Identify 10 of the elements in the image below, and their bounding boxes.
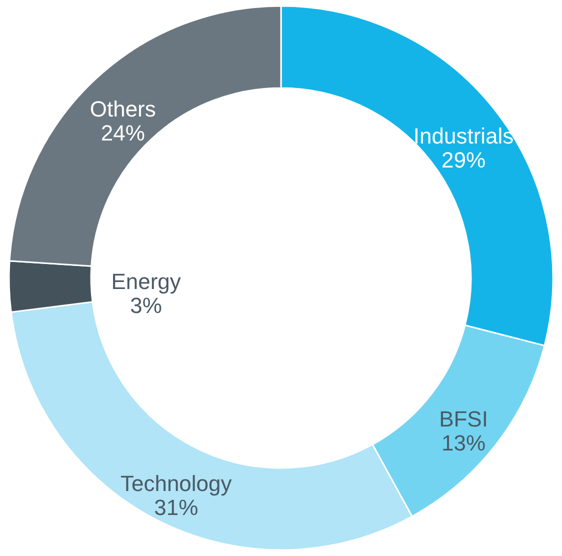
slice-label: Others [90,96,156,122]
data-label: 3% [130,293,162,318]
slice-label: Industrials [413,123,514,148]
slice-label: Technology [120,470,232,496]
data-label: 24% [100,120,145,146]
slice-label: Energy [111,269,181,294]
data-label: 29% [442,147,486,172]
data-label: 13% [442,430,486,456]
slice-label: BFSI [439,406,488,432]
data-label: 31% [154,494,198,520]
